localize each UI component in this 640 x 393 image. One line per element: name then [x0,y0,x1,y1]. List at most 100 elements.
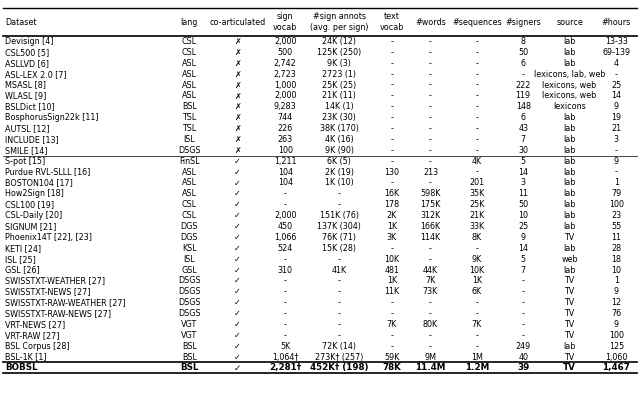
Text: 1,066: 1,066 [274,233,296,242]
Text: -: - [522,70,525,79]
Text: 79: 79 [611,189,621,198]
Text: -: - [390,298,394,307]
Text: 9: 9 [614,287,619,296]
Text: 11: 11 [518,189,528,198]
Text: KETI [24]: KETI [24] [5,244,41,253]
Text: CSL-Daily [20]: CSL-Daily [20] [5,211,62,220]
Text: -: - [338,320,340,329]
Text: 4K: 4K [472,157,482,166]
Text: -: - [390,113,394,122]
Text: 100: 100 [609,331,624,340]
Text: #hours: #hours [602,18,631,26]
Text: 35K: 35K [469,189,484,198]
Text: 18: 18 [611,255,621,264]
Text: 130: 130 [385,168,399,176]
Text: -: - [338,331,340,340]
Text: 13-33: 13-33 [605,37,628,46]
Text: -: - [522,320,525,329]
Text: 23: 23 [611,211,621,220]
Text: CSL: CSL [182,48,197,57]
Text: 5: 5 [521,255,526,264]
Text: CSL100 [19]: CSL100 [19] [5,200,54,209]
Text: 30: 30 [518,146,528,155]
Text: ✓: ✓ [234,309,241,318]
Text: 312K: 312K [420,211,440,220]
Text: VGT: VGT [181,320,198,329]
Text: 2,742: 2,742 [274,59,296,68]
Text: ✓: ✓ [234,233,241,242]
Text: Dataset: Dataset [5,18,36,26]
Text: WLASL [9]: WLASL [9] [5,92,47,101]
Text: 9: 9 [614,320,619,329]
Text: 28: 28 [611,244,621,253]
Text: 1M: 1M [471,353,483,362]
Text: -: - [338,309,340,318]
Text: source: source [556,18,583,26]
Text: -: - [429,342,432,351]
Text: 19: 19 [611,113,621,122]
Text: ✗: ✗ [234,135,241,144]
Text: -: - [284,298,287,307]
Text: ISL: ISL [184,135,195,144]
Text: 2723 (1): 2723 (1) [323,70,356,79]
Text: 452K† (198): 452K† (198) [310,364,369,373]
Text: 43: 43 [518,124,528,133]
Text: 1,064†: 1,064† [272,353,298,362]
Text: -: - [284,320,287,329]
Text: 76K (71): 76K (71) [323,233,356,242]
Text: 10: 10 [611,266,621,275]
Text: #sequences: #sequences [452,18,502,26]
Text: -: - [429,92,432,101]
Text: 9: 9 [614,157,619,166]
Text: -: - [429,37,432,46]
Text: -: - [522,298,525,307]
Text: ASL: ASL [182,92,197,101]
Text: 9: 9 [521,233,526,242]
Text: -: - [390,48,394,57]
Text: -: - [338,276,340,285]
Text: -: - [338,287,340,296]
Text: 1: 1 [614,276,619,285]
Text: DSGS: DSGS [178,287,201,296]
Text: 524: 524 [278,244,293,253]
Text: -: - [338,255,340,264]
Text: 73K: 73K [423,287,438,296]
Text: ✓: ✓ [234,244,241,253]
Text: 12: 12 [611,298,621,307]
Text: TSL: TSL [182,113,196,122]
Text: 59K: 59K [384,353,399,362]
Text: -: - [284,189,287,198]
Text: 11: 11 [611,233,621,242]
Text: 450: 450 [278,222,292,231]
Text: -: - [476,298,478,307]
Text: 16K: 16K [384,189,399,198]
Text: SWISSTXT-RAW-WEATHER [27]: SWISSTXT-RAW-WEATHER [27] [5,298,126,307]
Text: -: - [390,37,394,46]
Text: -: - [476,81,478,90]
Text: TV: TV [564,353,575,362]
Text: ✗: ✗ [234,37,241,46]
Text: -: - [338,189,340,198]
Text: 175K: 175K [420,200,441,209]
Text: -: - [390,331,394,340]
Text: TV: TV [564,233,575,242]
Text: 213: 213 [423,168,438,176]
Text: -: - [522,309,525,318]
Text: 50: 50 [518,200,528,209]
Text: 598K: 598K [420,189,441,198]
Text: 249: 249 [516,342,531,351]
Text: DGS: DGS [180,233,198,242]
Text: 100: 100 [609,200,624,209]
Text: CSL: CSL [182,200,197,209]
Text: 178: 178 [384,200,399,209]
Text: 21K: 21K [469,211,484,220]
Text: VRT-NEWS [27]: VRT-NEWS [27] [5,320,65,329]
Text: SMILE [14]: SMILE [14] [5,146,47,155]
Text: ✗: ✗ [234,113,241,122]
Text: -: - [429,81,432,90]
Text: ✗: ✗ [234,92,241,101]
Text: SIGNUM [21]: SIGNUM [21] [5,222,56,231]
Text: -: - [390,342,394,351]
Text: -: - [390,135,394,144]
Text: 24K (12): 24K (12) [323,37,356,46]
